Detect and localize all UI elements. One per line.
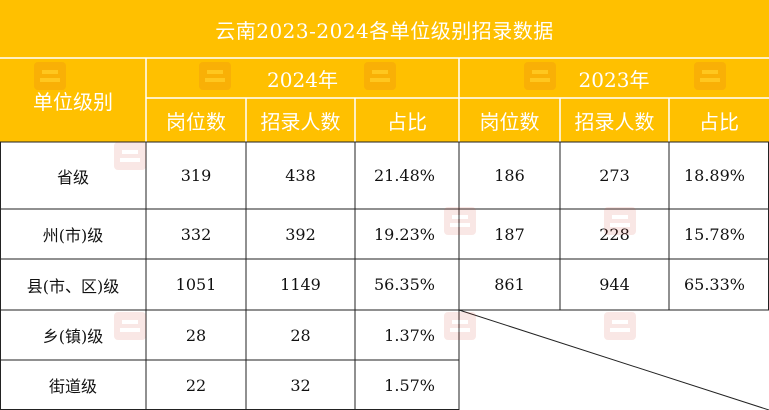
row-level: 街道级 bbox=[0, 360, 146, 410]
cell-2024-positions: 319 bbox=[146, 142, 246, 209]
cell-2023-recruits: 944 bbox=[560, 259, 669, 310]
row-level: 省级 bbox=[0, 142, 146, 209]
cell-2024-ratio: 19.23% bbox=[355, 209, 459, 259]
cell-2023-ratio: 18.89% bbox=[669, 142, 769, 209]
cell-2023-recruits: 228 bbox=[560, 209, 669, 259]
col-2024-recruits: 招录人数 bbox=[246, 98, 355, 142]
cell-2024-recruits: 32 bbox=[246, 360, 355, 410]
cell-2024-positions: 1051 bbox=[146, 259, 246, 310]
col-2023-positions: 岗位数 bbox=[459, 98, 560, 142]
cell-2023-positions: 861 bbox=[459, 259, 560, 310]
cell-2024-positions: 28 bbox=[146, 310, 246, 360]
cell-2024-ratio: 21.48% bbox=[355, 142, 459, 209]
cell-2024-ratio: 1.37% bbox=[355, 310, 459, 360]
row-level: 乡(镇)级 bbox=[0, 310, 146, 360]
col-2024-ratio: 占比 bbox=[355, 98, 459, 142]
year-2024-header: 2024年 bbox=[146, 58, 459, 98]
cell-2024-positions: 22 bbox=[146, 360, 246, 410]
row-level: 州(市)级 bbox=[0, 209, 146, 259]
unit-level-header: 单位级别 bbox=[0, 58, 146, 142]
cell-2024-ratio: 56.35% bbox=[355, 259, 459, 310]
cell-2023-ratio: 65.33% bbox=[669, 259, 769, 310]
cell-2024-recruits: 438 bbox=[246, 142, 355, 209]
cell-2024-recruits: 392 bbox=[246, 209, 355, 259]
col-2023-ratio: 占比 bbox=[669, 98, 769, 142]
cell-2024-recruits: 28 bbox=[246, 310, 355, 360]
cell-2023-ratio: 15.78% bbox=[669, 209, 769, 259]
cell-2023-positions: 187 bbox=[459, 209, 560, 259]
cell-2024-positions: 332 bbox=[146, 209, 246, 259]
row-level: 县(市、区)级 bbox=[0, 259, 146, 310]
cell-2023-positions: 186 bbox=[459, 142, 560, 209]
col-2023-recruits: 招录人数 bbox=[560, 98, 669, 142]
cell-2024-ratio: 1.57% bbox=[355, 360, 459, 410]
year-2023-header: 2023年 bbox=[459, 58, 769, 98]
cell-2023-recruits: 273 bbox=[560, 142, 669, 209]
cell-2024-recruits: 1149 bbox=[246, 259, 355, 310]
col-2024-positions: 岗位数 bbox=[146, 98, 246, 142]
watermark-logo-icon bbox=[604, 312, 636, 340]
table-title: 云南2023-2024各单位级别招录数据 bbox=[0, 0, 769, 58]
